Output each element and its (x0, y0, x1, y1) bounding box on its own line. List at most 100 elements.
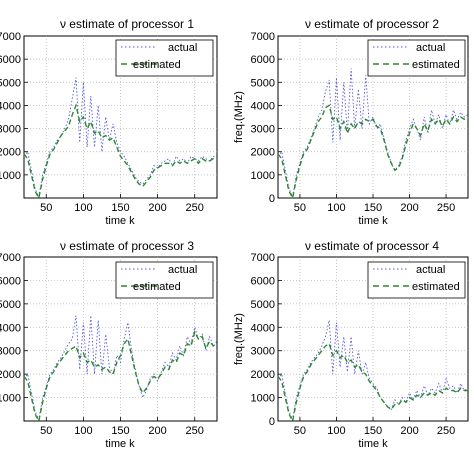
legend-box (367, 261, 466, 299)
y-tick-label: 5000 (0, 299, 21, 311)
x-tick-label: 50 (294, 425, 306, 437)
panel-processor-1: ν estimate of processor 1 1000 2000 3000 40… (0, 17, 218, 227)
y-tick-label: 5000 (0, 77, 21, 89)
x-tick-label: 50 (40, 425, 52, 437)
y-tick-label: 1000 (0, 170, 21, 182)
legend-label-estimated: estimated (133, 59, 181, 71)
legend-label-estimated: estimated (412, 281, 460, 293)
x-axis-label: time k (105, 438, 135, 450)
y-tick-label: 3000 (251, 124, 275, 136)
panel-processor-4: ν estimate of processor 4 0 1000 2000 3000 4… (233, 239, 469, 450)
legend-label-actual: actual (168, 264, 197, 276)
legend: actual estimated (115, 261, 214, 299)
x-tick-label: 150 (111, 425, 129, 437)
x-tick-label: 250 (437, 425, 455, 437)
y-tick-label: 3000 (0, 346, 21, 358)
series-line-estimated (277, 104, 469, 201)
chart-title: ν estimate of processor 3 (60, 239, 194, 253)
y-tick-label: 3000 (0, 124, 21, 136)
y-tick-label: 2000 (0, 369, 21, 381)
y-tick-label: 6000 (0, 275, 21, 287)
series-line-actual (23, 77, 218, 199)
y-tick-label: 4000 (0, 100, 21, 112)
x-ticks: 50 100 150 200 250 (294, 417, 455, 437)
x-ticks: 50 100 150 200 250 (40, 417, 204, 437)
x-tick-label: 100 (74, 425, 92, 437)
y-tick-label: 1000 (0, 393, 21, 405)
y-tick-label: 4000 (251, 100, 275, 112)
legend-label-actual: actual (416, 42, 445, 54)
y-tick-label: 4000 (251, 322, 275, 334)
panel-processor-3: ν estimate of processor 3 1000 2000 3000 40… (0, 239, 218, 450)
legend: actual estimated (115, 39, 214, 77)
y-tick-label: 2000 (251, 369, 275, 381)
x-ticks: 50 100 150 200 250 (40, 194, 204, 214)
x-tick-label: 150 (364, 425, 382, 437)
legend: actual estimated (367, 39, 466, 77)
x-tick-label: 100 (74, 202, 92, 214)
series (23, 77, 218, 201)
y-tick-label: 0 (269, 416, 275, 428)
series-line-estimated (277, 342, 468, 424)
legend-box (367, 39, 466, 77)
panel-processor-2: ν estimate of processor 2 0 1000 2000 3000 4… (233, 17, 469, 227)
x-tick-label: 200 (400, 202, 418, 214)
series-line-actual (277, 320, 469, 422)
legend-box (115, 261, 214, 299)
x-tick-label: 150 (364, 202, 382, 214)
y-tick-label: 5000 (251, 77, 275, 89)
legend-label-actual: actual (168, 42, 197, 54)
series-line-estimated (23, 330, 218, 424)
chart-title: ν estimate of processor 1 (60, 17, 194, 31)
x-tick-label: 50 (294, 202, 306, 214)
x-tick-label: 150 (111, 202, 129, 214)
x-tick-label: 100 (327, 202, 345, 214)
y-ticks: 1000 2000 3000 4000 5000 6000 7000 (0, 31, 28, 182)
y-tick-label: 6000 (251, 54, 275, 66)
y-tick-label: 7000 (0, 31, 21, 43)
y-tick-label: 6000 (0, 54, 21, 66)
x-tick-label: 100 (327, 425, 345, 437)
x-tick-label: 250 (186, 202, 204, 214)
chart-title: ν estimate of processor 2 (305, 17, 439, 31)
y-ticks: 1000 2000 3000 4000 5000 6000 7000 (0, 252, 28, 405)
x-axis-label: time k (358, 438, 388, 450)
y-tick-label: 3000 (251, 346, 275, 358)
y-tick-label: 2000 (0, 147, 21, 159)
y-tick-label: 4000 (0, 322, 21, 334)
y-tick-label: 7000 (0, 252, 21, 264)
chart-title: ν estimate of processor 4 (305, 239, 439, 253)
x-tick-label: 50 (40, 202, 52, 214)
y-tick-label: 5000 (251, 299, 275, 311)
y-tick-label: 7000 (251, 31, 275, 43)
series (277, 320, 469, 424)
series (23, 315, 218, 424)
y-tick-label: 6000 (251, 275, 275, 287)
x-axis-label: time k (105, 215, 135, 227)
x-axis-label: time k (358, 215, 388, 227)
y-tick-label: 1000 (251, 170, 275, 182)
legend-box (115, 39, 214, 77)
legend-label-actual: actual (416, 264, 445, 276)
series-line-actual (23, 315, 218, 422)
y-tick-label: 1000 (251, 393, 275, 405)
x-tick-label: 250 (186, 425, 204, 437)
y-tick-label: 7000 (251, 252, 275, 264)
x-tick-label: 200 (400, 425, 418, 437)
y-ticks: 0 1000 2000 3000 4000 5000 6000 7000 (251, 31, 282, 205)
x-ticks: 50 100 150 200 250 (294, 194, 455, 214)
series (277, 68, 469, 201)
legend: actual estimated (367, 261, 466, 299)
x-tick-label: 200 (148, 425, 166, 437)
y-tick-label: 0 (269, 193, 275, 205)
legend-label-estimated: estimated (412, 59, 460, 71)
legend-label-estimated: estimated (133, 281, 181, 293)
y-tick-label: 2000 (251, 147, 275, 159)
x-tick-label: 200 (148, 202, 166, 214)
y-axis-label: freq.(MHz) (233, 313, 245, 365)
y-axis-label: freq.(MHz) (233, 91, 245, 143)
series-line-estimated (23, 103, 217, 201)
x-tick-label: 250 (437, 202, 455, 214)
y-ticks: 0 1000 2000 3000 4000 5000 6000 7000 (251, 252, 282, 428)
